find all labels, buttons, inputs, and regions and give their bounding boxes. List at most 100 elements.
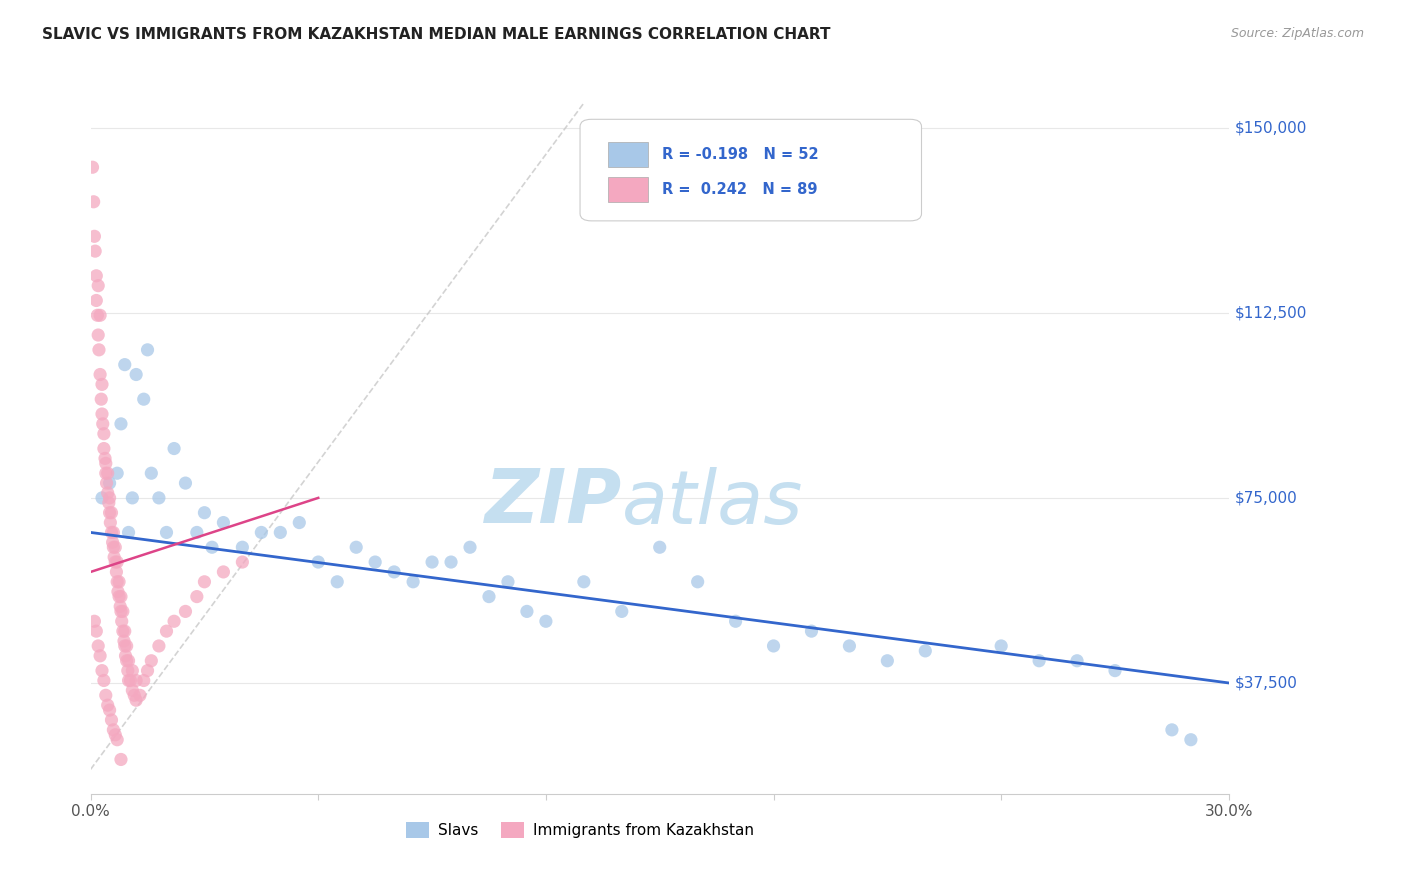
Point xyxy=(121,491,143,505)
Point xyxy=(117,673,139,688)
Point xyxy=(87,278,110,293)
Point xyxy=(84,293,107,308)
FancyBboxPatch shape xyxy=(609,142,648,167)
Point xyxy=(91,377,114,392)
Point xyxy=(288,516,311,530)
Text: $150,000: $150,000 xyxy=(1234,120,1308,136)
Point xyxy=(93,442,115,456)
Point xyxy=(193,506,215,520)
Point xyxy=(838,639,860,653)
Point xyxy=(121,664,143,678)
Point xyxy=(110,590,132,604)
Point xyxy=(98,491,121,505)
Point xyxy=(125,673,148,688)
Point xyxy=(93,673,115,688)
Point xyxy=(107,584,129,599)
Point xyxy=(440,555,463,569)
Point xyxy=(112,634,135,648)
Point xyxy=(307,555,329,569)
Point xyxy=(103,541,125,555)
Point xyxy=(193,574,215,589)
Point xyxy=(110,604,132,618)
Point xyxy=(136,343,159,357)
Point xyxy=(122,688,145,702)
Point xyxy=(155,624,177,639)
Text: R =  0.242   N = 89: R = 0.242 N = 89 xyxy=(662,182,817,197)
Point xyxy=(136,664,159,678)
Point xyxy=(105,565,128,579)
Point xyxy=(105,574,128,589)
Point xyxy=(163,442,186,456)
Legend: Slavs, Immigrants from Kazakhstan: Slavs, Immigrants from Kazakhstan xyxy=(399,816,761,845)
Point xyxy=(364,555,387,569)
Point xyxy=(163,614,186,628)
Point xyxy=(110,417,132,431)
Point xyxy=(125,368,148,382)
Point xyxy=(201,541,224,555)
Point xyxy=(250,525,273,540)
Point xyxy=(724,614,747,628)
Point xyxy=(104,541,127,555)
Point xyxy=(141,467,163,481)
Point xyxy=(105,555,128,569)
Point xyxy=(83,614,105,628)
Point xyxy=(98,703,121,717)
Point xyxy=(496,574,519,589)
Point xyxy=(648,541,671,555)
Point xyxy=(114,639,136,653)
Text: $75,000: $75,000 xyxy=(1234,491,1298,506)
Point xyxy=(110,752,132,766)
Point xyxy=(103,723,125,737)
Point xyxy=(1104,664,1126,678)
Point xyxy=(458,541,481,555)
Point xyxy=(114,624,136,639)
Point xyxy=(686,574,709,589)
Point xyxy=(105,467,128,481)
Point xyxy=(114,358,136,372)
Point xyxy=(132,392,155,407)
Point xyxy=(800,624,823,639)
Text: atlas: atlas xyxy=(621,467,803,539)
Point xyxy=(1066,654,1088,668)
Point xyxy=(155,525,177,540)
Point xyxy=(100,713,122,727)
Point xyxy=(103,525,125,540)
Point xyxy=(1180,732,1202,747)
Point xyxy=(108,574,131,589)
Point xyxy=(186,590,208,604)
Text: Source: ZipAtlas.com: Source: ZipAtlas.com xyxy=(1230,27,1364,40)
Point xyxy=(478,590,501,604)
Point xyxy=(91,664,114,678)
Point xyxy=(104,728,127,742)
Point xyxy=(100,506,122,520)
Point xyxy=(174,604,197,618)
Point xyxy=(87,343,110,357)
Text: ZIP: ZIP xyxy=(485,467,621,540)
Point xyxy=(762,639,785,653)
Point xyxy=(117,664,139,678)
Point xyxy=(186,525,208,540)
Point xyxy=(516,604,538,618)
Point xyxy=(117,525,139,540)
Point xyxy=(120,673,142,688)
Point xyxy=(100,525,122,540)
FancyBboxPatch shape xyxy=(581,120,921,221)
Point xyxy=(87,328,110,343)
Point xyxy=(326,574,349,589)
Point xyxy=(1161,723,1184,737)
Text: $112,500: $112,500 xyxy=(1234,305,1308,320)
Text: $37,500: $37,500 xyxy=(1234,675,1298,690)
Point xyxy=(101,535,124,549)
FancyBboxPatch shape xyxy=(609,177,648,202)
Point xyxy=(1028,654,1050,668)
Point xyxy=(91,417,114,431)
Point xyxy=(97,698,120,713)
Point xyxy=(87,639,110,653)
Point xyxy=(111,624,134,639)
Point xyxy=(111,614,134,628)
Point xyxy=(420,555,443,569)
Point xyxy=(89,368,111,382)
Point xyxy=(148,639,170,653)
Point xyxy=(86,308,108,322)
Point xyxy=(534,614,557,628)
